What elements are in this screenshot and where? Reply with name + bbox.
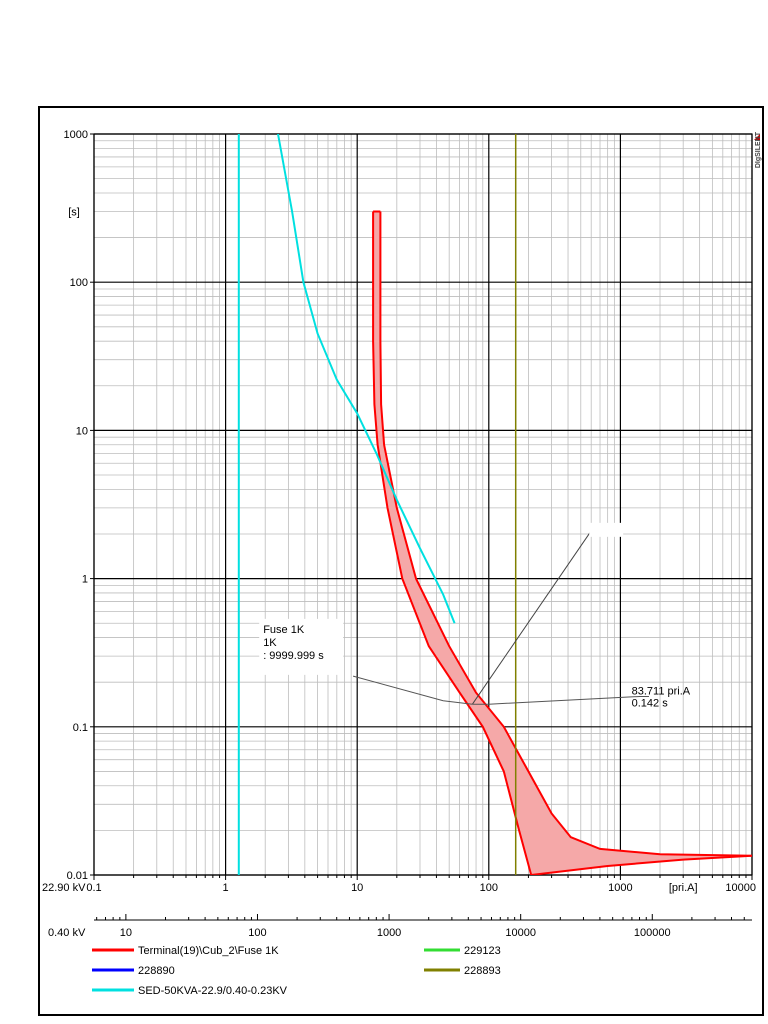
- brand-logo-text: DIgSILENT: [755, 131, 762, 168]
- fuse-annotation-text: 1K: [263, 637, 277, 649]
- legend-label: 229123: [464, 945, 501, 957]
- x-tick-label: 100: [480, 882, 498, 894]
- x-tick-label: 0.1: [86, 882, 101, 894]
- secondary-tick-label: 100000: [634, 927, 671, 939]
- legend-label: 228893: [464, 965, 501, 977]
- chart-frame: 1000 100 10 1 0.1 0.01 [s] 0.1 1 10 100 1000 10000 [p…: [38, 106, 764, 1016]
- fuse-min-melt-curve: [372, 211, 533, 875]
- pointer-label-box: [589, 522, 624, 537]
- legend-label: SED-50KVA-22.9/0.40-0.23KV: [138, 985, 288, 997]
- readout-annotation-text: 83.711 pri.A: [632, 686, 691, 698]
- y-tick-label: 1: [82, 574, 88, 586]
- x-tick-label: 10000: [725, 882, 756, 894]
- fuse-annotation-box: [259, 618, 344, 675]
- fuse-annotation-text: : 9999.999 s: [263, 650, 324, 662]
- plot-border: [93, 133, 753, 876]
- primary-voltage-label: 22.90 kV: [42, 882, 86, 894]
- legend-label: 228890: [138, 965, 175, 977]
- secondary-tick-label: 10: [120, 927, 132, 939]
- fuse-min-tail-curve: [531, 854, 752, 875]
- fuse-annotation-text: Fuse 1K: [263, 624, 305, 636]
- y-tick-label: 100: [70, 277, 88, 289]
- fuse-band-fill: [373, 211, 752, 875]
- legend-label: Terminal(19)\Cub_2\Fuse 1K: [138, 945, 279, 957]
- x-unit-label: [pri.A]: [669, 882, 698, 894]
- y-tick-label: 0.01: [67, 870, 88, 882]
- y-unit-label: [s]: [68, 206, 80, 218]
- grid: [93, 133, 753, 876]
- fuse-annotation-leader: [352, 675, 473, 705]
- x-tick-label: 1: [223, 882, 229, 894]
- legend: Terminal(19)\Cub_2\Fuse 1K 228890 SED-50KV…: [92, 945, 501, 997]
- y-tick-label: 10: [76, 425, 88, 437]
- readout-annotation-text: 0.142 s: [632, 698, 669, 710]
- secondary-voltage-label: 0.40 kV: [48, 927, 86, 939]
- readout-annotation-leader: [472, 696, 649, 705]
- secondary-tick-label: 10000: [505, 927, 536, 939]
- brand-icon: [754, 134, 760, 140]
- transformer-damage-curve: [277, 134, 456, 624]
- pointer-line: [471, 530, 592, 705]
- secondary-tick-label: 1000: [377, 927, 401, 939]
- y-tick-label: 1000: [64, 129, 88, 141]
- secondary-tick-label: 100: [248, 927, 266, 939]
- x-tick-label: 1000: [608, 882, 632, 894]
- fuse-total-clear-curve: [379, 211, 752, 857]
- x-tick-label: 10: [351, 882, 363, 894]
- y-tick-label: 0.1: [73, 722, 88, 734]
